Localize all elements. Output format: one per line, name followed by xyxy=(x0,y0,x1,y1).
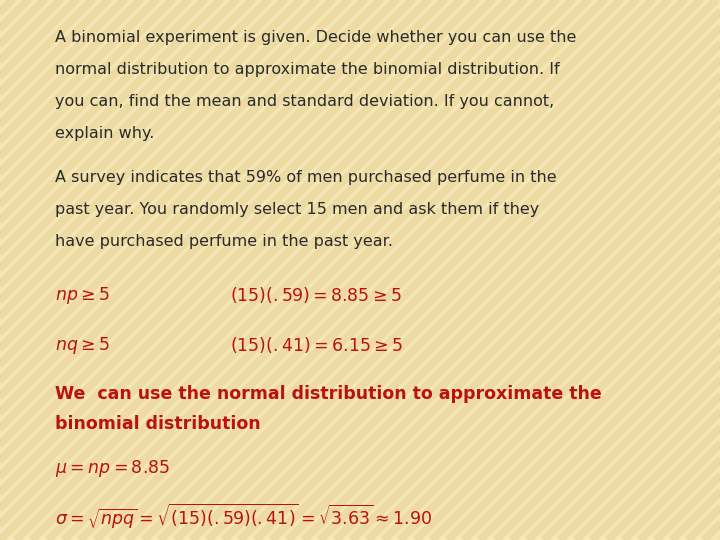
Text: $(15)(.59) = 8.85 \geq 5$: $(15)(.59) = 8.85 \geq 5$ xyxy=(230,285,402,305)
Text: you can, find the mean and standard deviation. If you cannot,: you can, find the mean and standard devi… xyxy=(55,94,554,109)
Text: have purchased perfume in the past year.: have purchased perfume in the past year. xyxy=(55,234,393,249)
Text: We  can use the normal distribution to approximate the: We can use the normal distribution to ap… xyxy=(55,385,602,403)
Text: $nq \geq 5$: $nq \geq 5$ xyxy=(55,335,110,356)
Text: A survey indicates that 59% of men purchased perfume in the: A survey indicates that 59% of men purch… xyxy=(55,170,557,185)
Text: $np \geq 5$: $np \geq 5$ xyxy=(55,285,110,306)
Text: binomial distribution: binomial distribution xyxy=(55,415,261,433)
Text: explain why.: explain why. xyxy=(55,126,154,141)
Text: $(15)(.41) = 6.15 \geq 5$: $(15)(.41) = 6.15 \geq 5$ xyxy=(230,335,403,355)
Text: A binomial experiment is given. Decide whether you can use the: A binomial experiment is given. Decide w… xyxy=(55,30,577,45)
Text: past year. You randomly select 15 men and ask them if they: past year. You randomly select 15 men an… xyxy=(55,202,539,217)
Text: normal distribution to approximate the binomial distribution. If: normal distribution to approximate the b… xyxy=(55,62,559,77)
Text: $\sigma = \sqrt{npq} = \sqrt{(15)(.59)(.41)} = \sqrt{3.63} \approx 1.90$: $\sigma = \sqrt{npq} = \sqrt{(15)(.59)(.… xyxy=(55,502,432,531)
Text: $\mu = np = 8.85$: $\mu = np = 8.85$ xyxy=(55,458,170,479)
